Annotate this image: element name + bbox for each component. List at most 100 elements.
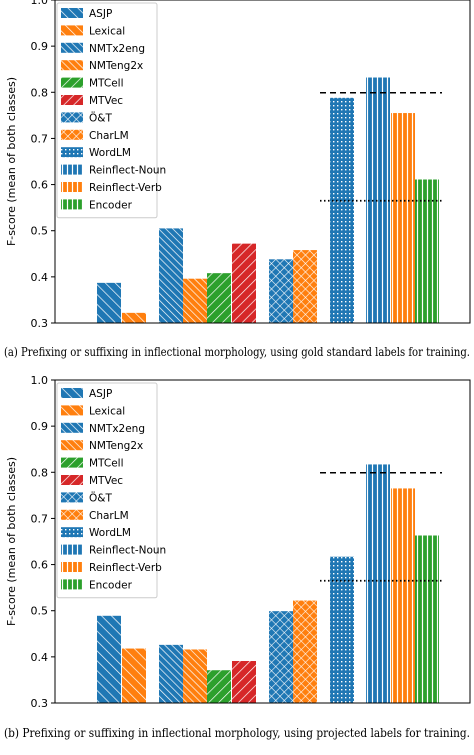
- bar-lexical-b: [122, 648, 146, 703]
- reference-lines-a: [320, 91, 442, 202]
- bar--t-b: [269, 611, 293, 703]
- y-axis-label-a: F-score (mean of both classes): [5, 77, 18, 246]
- legend-swatch-reinflect-noun: [61, 544, 83, 555]
- bar-reinflect-verb-a: [391, 113, 415, 323]
- legend-label-mtcell: MTCell: [89, 78, 123, 90]
- legend-swatch-reinflect-noun: [61, 164, 83, 175]
- bar-mtvec-b: [232, 661, 256, 703]
- y-tick-label-a: 0.5: [31, 225, 49, 238]
- y-tick-label-a: 0.6: [31, 179, 49, 192]
- chart-a: ASJP Lexical NMTx2eng NMTeng2x MTCell MTVec Ö&…: [4, 0, 471, 359]
- legend-label-nmtx2eng: NMTx2eng: [89, 423, 145, 435]
- legend-label-mtvec: MTVec: [89, 475, 123, 487]
- y-tick-label-a: 0.4: [31, 271, 49, 284]
- y-tick-label-b: 0.6: [31, 559, 49, 572]
- legend-label--t: Ö&T: [89, 111, 112, 124]
- legend-swatch-nmtx2eng: [61, 42, 83, 53]
- y-tick-label-b: 0.5: [31, 605, 49, 618]
- legend-swatch-mtvec: [61, 475, 83, 485]
- legend-swatch-charlm: [61, 129, 83, 140]
- legend-label-charlm: CharLM: [89, 510, 129, 522]
- bar-encoder-b: [415, 535, 439, 703]
- legend-b: ASJP Lexical NMTx2eng NMTeng2x MTCell MTVec Ö&…: [56, 382, 166, 599]
- legend-swatch--t: [61, 112, 83, 123]
- legend-a: ASJP Lexical NMTx2eng NMTeng2x MTCell MTVec Ö&…: [56, 2, 166, 219]
- legend-label-reinflect-noun: Reinflect-Noun: [89, 165, 166, 177]
- legend-swatch-charlm: [61, 509, 83, 520]
- legend-swatch-asjp: [61, 388, 83, 398]
- legend-swatch-wordlm: [61, 147, 83, 158]
- bar-nmtx2eng-a: [159, 228, 183, 323]
- legend-label-reinflect-verb: Reinflect-Verb: [89, 562, 162, 574]
- legend-label-reinflect-noun: Reinflect-Noun: [89, 545, 166, 557]
- legend-swatch-lexical: [61, 405, 83, 416]
- bar--t-a: [269, 259, 293, 323]
- y-tick-label-a: 0.8: [31, 86, 49, 99]
- bar-charlm-b: [293, 600, 317, 703]
- legend-swatch-mtcell: [61, 77, 83, 88]
- reference-lines-b: [320, 471, 442, 582]
- legend-label-encoder: Encoder: [89, 579, 133, 591]
- bar-asjp-a: [97, 282, 121, 323]
- bar-lexical-a: [122, 312, 146, 323]
- legend-label-charlm: CharLM: [89, 130, 129, 142]
- y-tick-label-b: 0.9: [31, 420, 49, 433]
- y-tick-label-a: 0.3: [31, 317, 49, 330]
- bar-reinflect-verb-b: [391, 488, 415, 703]
- legend-label-asjp: ASJP: [89, 8, 112, 20]
- legend-label-lexical: Lexical: [89, 25, 125, 37]
- bar-wordlm-a: [330, 97, 354, 323]
- bar-reinflect-noun-a: [366, 77, 390, 324]
- legend-swatch-nmtx2eng: [61, 422, 83, 433]
- legend-swatch-nmteng2x: [61, 60, 83, 71]
- bar-charlm-a: [293, 250, 317, 323]
- bar-encoder-a: [415, 179, 439, 323]
- y-tick-label-b: 0.7: [31, 512, 49, 525]
- caption-b: (b) Prefixing or suffixing in inflection…: [4, 726, 470, 740]
- bar-nmtx2eng-b: [159, 644, 183, 703]
- legend-label-wordlm: WordLM: [89, 147, 131, 159]
- legend-label-mtcell: MTCell: [89, 458, 123, 470]
- legend-label-wordlm: WordLM: [89, 527, 131, 539]
- bar-nmteng2x-b: [183, 649, 207, 703]
- legend-swatch-encoder: [61, 199, 83, 210]
- legend-label-encoder: Encoder: [89, 199, 133, 211]
- legend-swatch-wordlm: [61, 527, 83, 538]
- legend-swatch-reinflect-verb: [61, 562, 83, 572]
- y-tick-label-a: 0.7: [31, 132, 49, 145]
- legend-label-nmteng2x: NMTeng2x: [89, 60, 143, 72]
- legend-label-lexical: Lexical: [89, 405, 125, 417]
- legend-swatch-reinflect-verb: [61, 182, 83, 192]
- bars-b: [97, 464, 439, 703]
- bar-wordlm-b: [330, 556, 354, 703]
- legend-label-nmteng2x: NMTeng2x: [89, 440, 143, 452]
- y-tick-label-b: 0.8: [31, 466, 49, 479]
- plot-frame-a: [54, 0, 471, 324]
- plot-frame-b: [54, 379, 471, 704]
- bar-reinflect-noun-b: [366, 464, 390, 703]
- legend-label--t: Ö&T: [89, 491, 112, 504]
- bar-mtvec-a: [232, 243, 256, 323]
- caption-a: (a) Prefixing or suffixing in inflection…: [4, 345, 470, 359]
- bar-nmteng2x-a: [183, 278, 207, 323]
- legend-label-mtvec: MTVec: [89, 95, 123, 107]
- legend-swatch-mtvec: [61, 95, 83, 105]
- y-axis-label-b: F-score (mean of both classes): [5, 457, 18, 626]
- bar-mtcell-a: [207, 273, 231, 323]
- legend-swatch-nmteng2x: [61, 440, 83, 451]
- legend-swatch--t: [61, 492, 83, 503]
- legend-swatch-mtcell: [61, 457, 83, 468]
- y-tick-label-a: 1.0: [31, 0, 49, 7]
- axes-b: 0.3 0.4 0.5 0.6 0.7 0.8 0.9 1.0: [31, 374, 471, 710]
- legend-label-asjp: ASJP: [89, 388, 112, 400]
- legend-box-b: [56, 382, 158, 599]
- bar-mtcell-b: [207, 670, 231, 703]
- legend-swatch-lexical: [61, 25, 83, 36]
- bars-a: [97, 77, 439, 324]
- axes-a: 0.3 0.4 0.5 0.6 0.7 0.8 0.9 1.0: [31, 0, 471, 330]
- legend-box-a: [56, 2, 158, 219]
- y-tick-label-b: 0.4: [31, 651, 49, 664]
- legend-label-nmtx2eng: NMTx2eng: [89, 43, 145, 55]
- legend-swatch-asjp: [61, 8, 83, 18]
